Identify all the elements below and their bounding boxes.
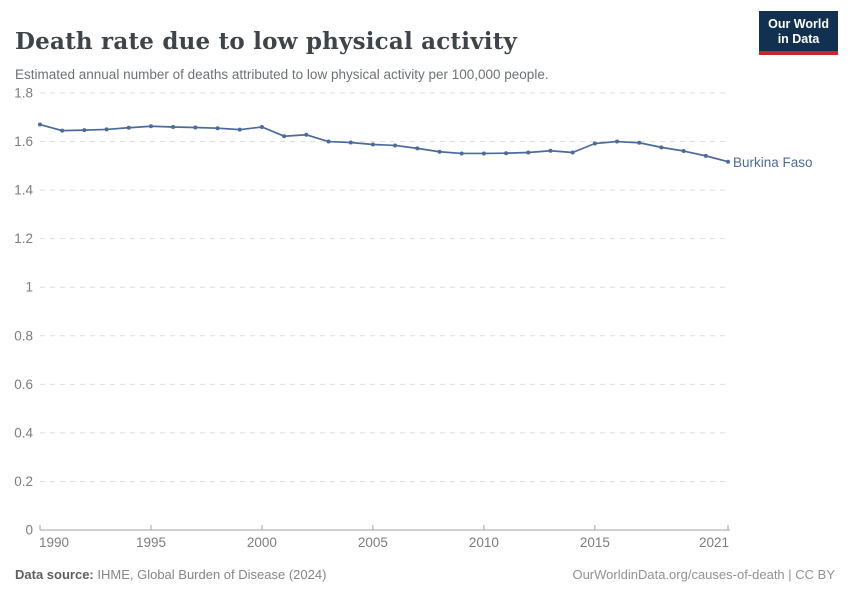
y-tick-label: 1: [25, 280, 33, 295]
data-point: [304, 132, 309, 137]
series-end-label-burkina-faso[interactable]: Burkina Faso: [733, 155, 813, 170]
x-tick-label: 2000: [247, 535, 277, 550]
x-tick-label: 2005: [358, 535, 388, 550]
data-point: [681, 149, 686, 154]
data-point: [592, 141, 597, 146]
page-title: Death rate due to low physical activity: [15, 28, 518, 56]
data-source-note[interactable]: Data source: IHME, Global Burden of Dise…: [15, 567, 326, 582]
data-point: [526, 150, 531, 155]
y-tick-label: 1.4: [14, 183, 33, 198]
data-point: [570, 150, 575, 155]
data-point: [726, 159, 730, 164]
data-point: [437, 149, 442, 154]
y-tick-label: 0.4: [14, 425, 33, 440]
data-point: [348, 140, 353, 145]
data-point: [326, 139, 331, 144]
data-point: [459, 151, 464, 156]
data-point: [126, 125, 131, 130]
owid-url-license-link[interactable]: OurWorldinData.org/causes-of-death | CC …: [572, 567, 835, 582]
data-point: [548, 148, 553, 153]
data-point: [259, 124, 264, 129]
data-point: [104, 127, 109, 132]
owid-logo-line1: Our World: [768, 17, 829, 31]
data-point: [370, 142, 375, 147]
data-point: [171, 124, 176, 129]
owid-logo: Our World in Data: [759, 11, 838, 55]
x-tick-label: 2010: [469, 535, 499, 550]
y-tick-label: 0.8: [14, 328, 33, 343]
x-tick-label: 2021: [699, 535, 729, 550]
data-point: [637, 140, 642, 145]
x-tick-label: 1995: [136, 535, 166, 550]
data-point: [415, 146, 420, 151]
data-point: [148, 124, 153, 129]
data-point: [393, 143, 398, 148]
data-point: [38, 122, 42, 127]
data-point: [215, 126, 220, 131]
data-point: [193, 125, 198, 130]
y-tick-label: 0.2: [14, 474, 33, 489]
data-point: [60, 128, 65, 133]
y-tick-label: 1.8: [14, 86, 33, 101]
y-tick-label: 1.6: [14, 134, 33, 149]
data-point: [237, 127, 242, 132]
data-source-text: IHME, Global Burden of Disease (2024): [93, 567, 327, 582]
data-point: [659, 145, 664, 150]
data-point: [82, 128, 87, 133]
data-point: [282, 134, 287, 139]
y-tick-label: 0.6: [14, 377, 33, 392]
y-tick-label: 0: [25, 523, 33, 538]
data-source-label: Data source:: [15, 567, 94, 582]
x-tick-label: 2015: [580, 535, 610, 550]
owid-logo-line2: in Data: [777, 32, 820, 46]
data-point: [615, 139, 620, 144]
data-line: [39, 123, 729, 163]
data-point: [481, 151, 486, 156]
data-point: [703, 153, 708, 158]
chart-subtitle: Estimated annual number of deaths attrib…: [15, 66, 549, 82]
y-tick-label: 1.2: [14, 231, 33, 246]
data-point: [504, 151, 509, 156]
x-tick-label: 1990: [39, 535, 69, 550]
